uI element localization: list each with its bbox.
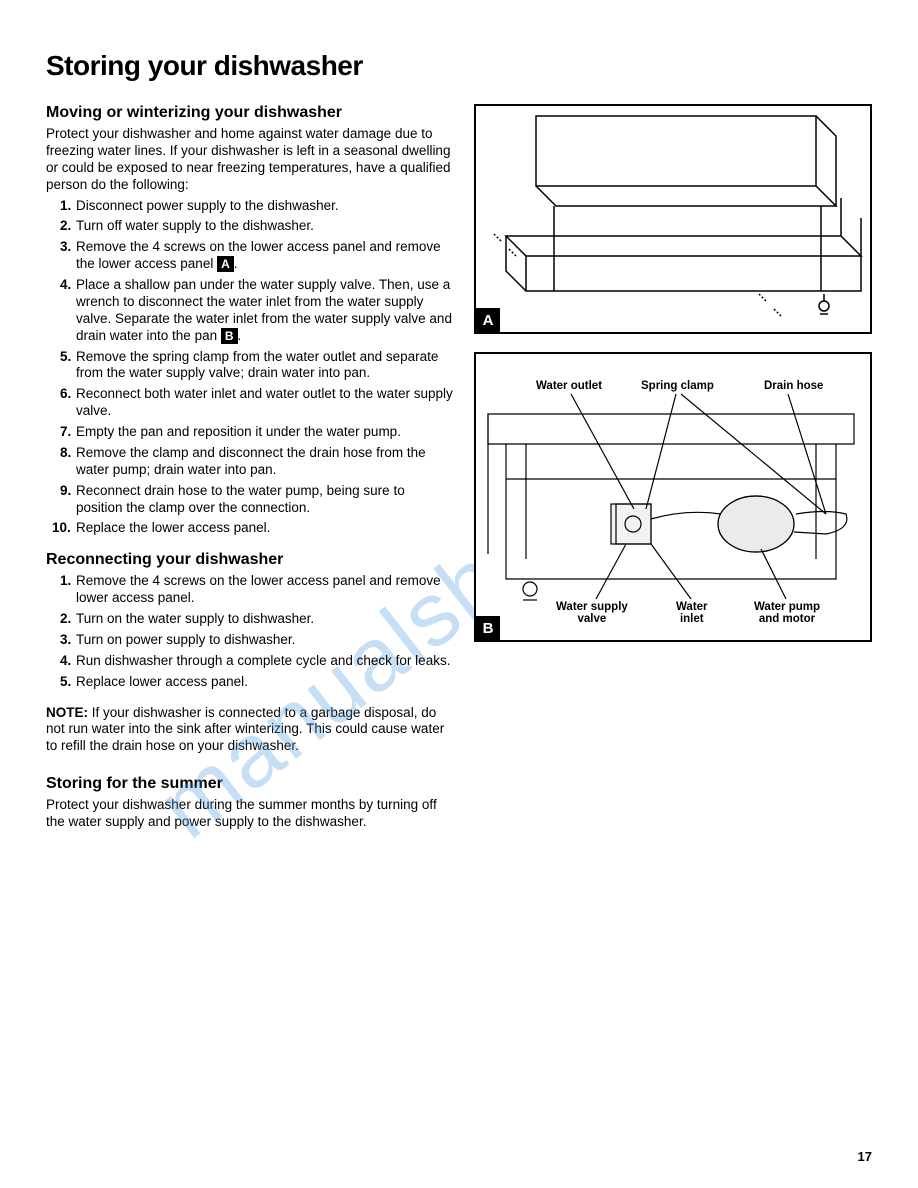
step-text: Remove the spring clamp from the water o… — [76, 349, 438, 381]
step: 3.Remove the 4 screws on the lower acces… — [60, 239, 454, 273]
step: 10.Replace the lower access panel. — [60, 520, 454, 537]
step-text: Empty the pan and reposition it under th… — [76, 424, 401, 439]
figure-b-svg — [476, 354, 870, 640]
step-text: Remove the 4 screws on the lower access … — [76, 573, 441, 605]
figure-b-label: B — [476, 616, 500, 640]
step-text: Place a shallow pan under the water supp… — [76, 277, 452, 343]
figure-a-label: A — [476, 308, 500, 332]
section3-text: Protect your dishwasher during the summe… — [46, 797, 454, 831]
figure-a: A — [474, 104, 872, 334]
callout-water-pump-motor: Water pump and motor — [754, 601, 820, 626]
step-text: Run dishwasher through a complete cycle … — [76, 653, 450, 668]
label-box-a: A — [217, 256, 234, 272]
section1-steps: 1.Disconnect power supply to the dishwas… — [46, 198, 454, 538]
figure-a-svg — [476, 106, 870, 332]
step: 4.Run dishwasher through a complete cycl… — [60, 653, 454, 670]
step-text: Replace the lower access panel. — [76, 520, 270, 535]
step: 8.Remove the clamp and disconnect the dr… — [60, 445, 454, 479]
section3-heading: Storing for the summer — [46, 775, 454, 793]
callout-spring-clamp: Spring clamp — [641, 380, 714, 393]
section2-steps: 1.Remove the 4 screws on the lower acces… — [46, 573, 454, 690]
step: 1.Remove the 4 screws on the lower acces… — [60, 573, 454, 607]
section1-intro: Protect your dishwasher and home against… — [46, 126, 454, 194]
section2-note: NOTE: If your dishwasher is connected to… — [46, 705, 454, 756]
step: 7.Empty the pan and reposition it under … — [60, 424, 454, 441]
content-wrapper: Moving or winterizing your dishwasher Pr… — [46, 104, 872, 835]
step: 5.Remove the spring clamp from the water… — [60, 349, 454, 383]
step-text: Reconnect both water inlet and water out… — [76, 386, 453, 418]
step: 4.Place a shallow pan under the water su… — [60, 277, 454, 345]
step: 2.Turn off water supply to the dishwashe… — [60, 218, 454, 235]
step-text: Replace lower access panel. — [76, 674, 248, 689]
page-number: 17 — [858, 1149, 872, 1164]
callout-water-supply-valve: Water supply valve — [556, 601, 628, 626]
step: 9.Reconnect drain hose to the water pump… — [60, 483, 454, 517]
step-text: Remove the 4 screws on the lower access … — [76, 239, 441, 271]
step-text: Turn on the water supply to dishwasher. — [76, 611, 314, 626]
page-title: Storing your dishwasher — [46, 50, 872, 82]
step-text: Turn off water supply to the dishwasher. — [76, 218, 314, 233]
: Reconnect drain hose to the water pump, … — [76, 483, 405, 515]
step-text: Disconnect power supply to the dishwashe… — [76, 198, 339, 213]
figure-b: Water outlet Spring clamp Drain hose Wat… — [474, 352, 872, 642]
section2-heading: Reconnecting your dishwasher — [46, 551, 454, 569]
step: 3.Turn on power supply to dishwasher. — [60, 632, 454, 649]
left-column: Moving or winterizing your dishwasher Pr… — [46, 104, 454, 835]
callout-water-inlet: Water inlet — [676, 601, 708, 626]
step: 5.Replace lower access panel. — [60, 674, 454, 691]
callout-water-outlet: Water outlet — [536, 380, 602, 393]
step: 2.Turn on the water supply to dishwasher… — [60, 611, 454, 628]
step: 6.Reconnect both water inlet and water o… — [60, 386, 454, 420]
label-box-b: B — [221, 328, 238, 344]
note-text: If your dishwasher is connected to a gar… — [46, 705, 444, 754]
callout-drain-hose: Drain hose — [764, 380, 823, 393]
step: 1.Disconnect power supply to the dishwas… — [60, 198, 454, 215]
section1-heading: Moving or winterizing your dishwasher — [46, 104, 454, 122]
note-label: NOTE: — [46, 705, 88, 720]
step-text: Remove the clamp and disconnect the drai… — [76, 445, 426, 477]
step-text: Turn on power supply to dishwasher. — [76, 632, 295, 647]
right-column: A Water outlet Spring clamp Drain hose W… — [474, 104, 872, 835]
